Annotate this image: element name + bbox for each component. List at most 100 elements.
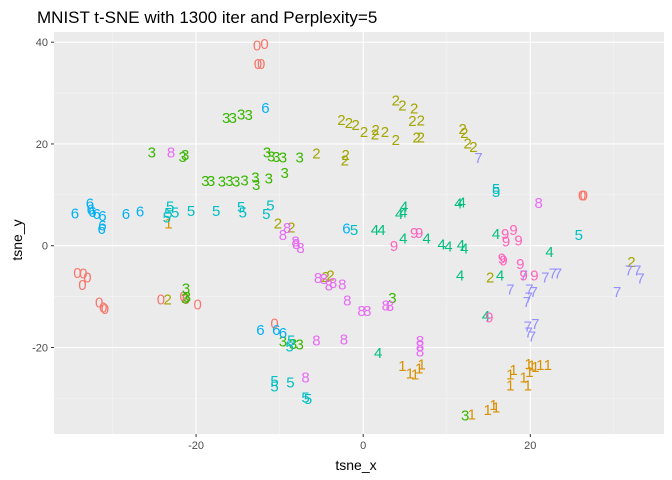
data-point-digit-4: 4 — [456, 268, 464, 285]
data-point-digit-1: 1 — [164, 215, 172, 232]
data-point-digit-5: 5 — [270, 379, 278, 396]
data-point-digit-7: 7 — [525, 281, 533, 298]
data-point-digit-1: 1 — [411, 366, 419, 383]
data-point-digit-2: 2 — [417, 129, 425, 146]
data-point-digit-1: 1 — [524, 378, 532, 395]
data-point-digit-1: 1 — [484, 402, 492, 419]
data-point-digit-4: 4 — [492, 226, 500, 243]
data-point-digit-6: 6 — [97, 221, 105, 238]
data-point-digit-1: 1 — [415, 360, 423, 377]
data-point-digit-5: 5 — [163, 210, 171, 227]
data-point-digit-8: 8 — [363, 303, 371, 320]
y-tick-label: 40 — [36, 37, 48, 49]
data-point-digit-5: 5 — [304, 391, 312, 408]
data-point-digit-3: 3 — [272, 149, 280, 166]
data-point-digit-3: 3 — [201, 173, 209, 190]
data-point-digit-0: 0 — [157, 292, 165, 309]
data-point-digit-8: 8 — [534, 195, 542, 212]
data-point-digit-5: 5 — [212, 203, 220, 220]
data-point-digit-7: 7 — [506, 281, 514, 298]
data-point-digit-8: 8 — [386, 298, 394, 315]
data-point-digit-2: 2 — [360, 124, 368, 141]
data-point-digit-5: 5 — [239, 205, 247, 222]
data-point-digit-4: 4 — [395, 206, 403, 223]
data-point-digit-4: 4 — [444, 239, 452, 256]
data-point-digit-4: 4 — [438, 237, 446, 254]
data-point-digit-1: 1 — [524, 356, 532, 373]
data-point-digit-0: 0 — [179, 289, 187, 306]
data-point-digit-6: 6 — [122, 206, 130, 223]
data-point-digit-5: 5 — [164, 205, 172, 222]
x-tick-label: 0 — [360, 440, 366, 452]
data-point-digit-1: 1 — [536, 357, 544, 374]
data-point-digit-3: 3 — [222, 110, 230, 127]
data-point-digit-3: 3 — [295, 150, 303, 167]
data-point-digit-3: 3 — [263, 145, 271, 162]
data-point-digit-5: 5 — [270, 373, 278, 390]
data-point-digit-6: 6 — [272, 322, 280, 339]
data-point-digit-0: 0 — [182, 291, 190, 308]
data-point-digit-9: 9 — [530, 268, 538, 285]
chart-title: MNIST t-SNE with 1300 iter and Perplexit… — [37, 8, 377, 27]
data-point-digit-3: 3 — [279, 333, 287, 350]
data-point-digit-3: 3 — [225, 173, 233, 190]
x-axis-title: tsne_x — [335, 457, 376, 473]
data-point-digit-0: 0 — [95, 295, 103, 312]
data-point-digit-9: 9 — [485, 309, 493, 326]
data-point-digit-4: 4 — [496, 268, 504, 285]
data-point-digit-7: 7 — [523, 294, 531, 311]
data-point-digit-3: 3 — [179, 149, 187, 166]
data-point-digit-2: 2 — [486, 269, 494, 286]
data-point-digit-9: 9 — [519, 268, 527, 285]
data-point-digit-5: 5 — [262, 206, 270, 223]
data-point-digit-5: 5 — [187, 203, 195, 220]
data-point-digit-3: 3 — [289, 336, 297, 353]
data-point-digit-1: 1 — [406, 365, 414, 382]
data-point-digit-3: 3 — [388, 290, 396, 307]
data-point-digit-6: 6 — [279, 325, 287, 342]
data-point-digit-4: 4 — [458, 194, 466, 211]
data-point-digit-9: 9 — [509, 222, 517, 239]
data-point-digit-3: 3 — [183, 289, 191, 306]
data-point-digit-3: 3 — [207, 173, 215, 190]
data-point-digit-3: 3 — [295, 336, 303, 353]
data-point-digit-2: 2 — [392, 93, 400, 110]
data-point-digit-0: 0 — [101, 301, 109, 318]
data-point-digit-1: 1 — [468, 407, 476, 424]
data-point-digit-3: 3 — [251, 170, 259, 187]
data-point-digit-6: 6 — [86, 195, 94, 212]
data-point-digit-6: 6 — [256, 322, 264, 339]
data-point-digit-9: 9 — [390, 238, 398, 255]
data-point-digit-8: 8 — [296, 240, 304, 257]
data-point-digit-0: 0 — [270, 316, 278, 333]
data-point-digit-5: 5 — [266, 198, 274, 215]
data-point-digit-0: 0 — [78, 277, 86, 294]
data-point-digit-3: 3 — [237, 106, 245, 123]
data-point-digit-5: 5 — [237, 199, 245, 216]
data-point-digit-3: 3 — [148, 145, 156, 162]
data-point-digit-9: 9 — [514, 233, 522, 250]
data-point-digit-4: 4 — [377, 222, 385, 239]
data-point-digit-7: 7 — [524, 325, 532, 342]
data-point-digit-2: 2 — [627, 254, 635, 271]
y-tick-label: -20 — [32, 342, 48, 354]
data-point-digit-1: 1 — [509, 362, 517, 379]
data-point-digit-2: 2 — [463, 135, 471, 152]
data-point-digit-2: 2 — [326, 268, 334, 285]
data-point-digit-1: 1 — [398, 358, 406, 375]
data-point-digit-8: 8 — [279, 227, 287, 244]
data-point-digit-5: 5 — [166, 199, 174, 216]
data-point-digit-4: 4 — [460, 240, 468, 257]
data-point-digit-7: 7 — [636, 270, 644, 287]
data-point-digit-4: 4 — [423, 231, 431, 248]
x-tick-label: -20 — [188, 440, 204, 452]
data-point-digit-2: 2 — [458, 121, 466, 138]
data-point-digit-0: 0 — [254, 56, 262, 73]
data-point-digit-7: 7 — [528, 328, 536, 345]
data-point-digit-9: 9 — [499, 252, 507, 269]
data-point-digit-6: 6 — [88, 204, 96, 221]
data-point-digit-6: 6 — [136, 204, 144, 221]
data-point-digit-2: 2 — [163, 292, 171, 309]
